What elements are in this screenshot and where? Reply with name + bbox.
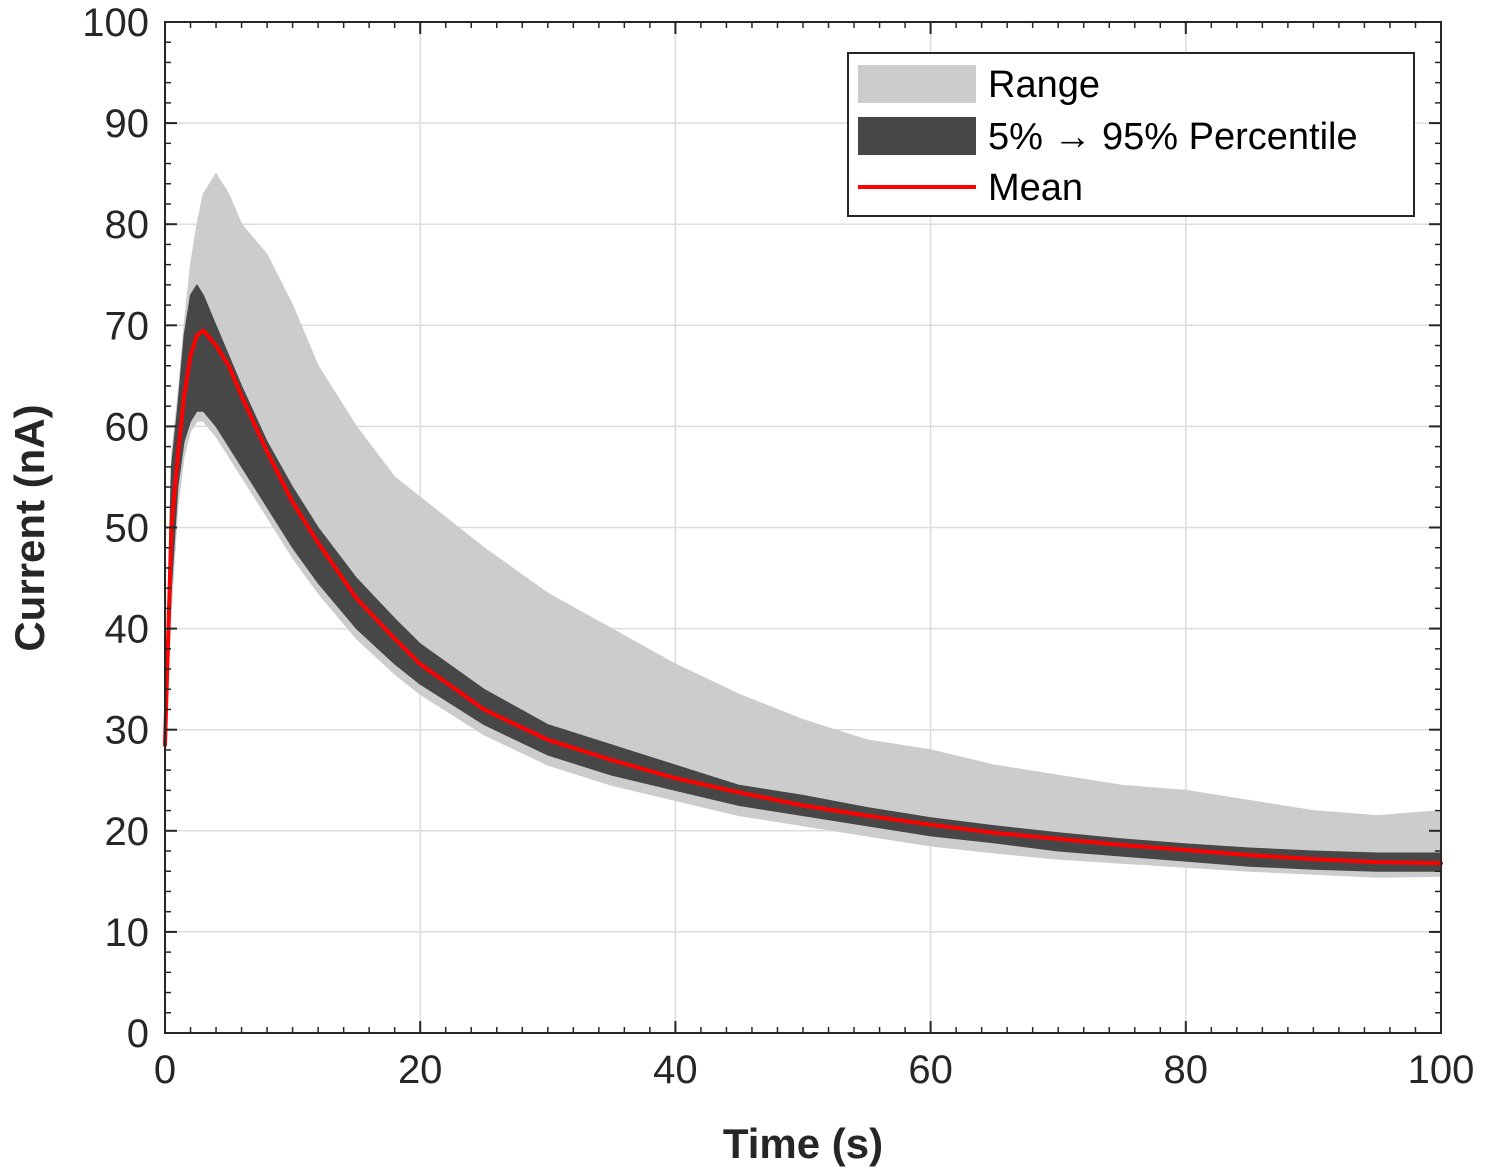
mean-line	[163, 328, 1443, 866]
y-tick-label: 90	[105, 102, 150, 146]
x-tick-label: 100	[1408, 1048, 1475, 1092]
x-tick-label: 80	[1164, 1048, 1209, 1092]
y-axis-title: Current (nA)	[6, 404, 53, 651]
x-axis-title: Time (s)	[723, 1120, 883, 1167]
legend-label-range: Range	[988, 64, 1100, 106]
y-tick-label: 40	[105, 608, 150, 652]
ticks	[164, 21, 1442, 1034]
legend-label-mean: Mean	[988, 167, 1083, 209]
x-tick-label: 0	[154, 1048, 176, 1092]
y-tick-label: 60	[105, 405, 150, 449]
y-tick-label: 80	[105, 203, 150, 247]
legend: Range 5% → 95% Percentile Mean	[847, 52, 1415, 217]
x-tick-label: 40	[653, 1048, 698, 1092]
y-tick-label: 100	[82, 1, 149, 45]
mean-layer	[163, 328, 1443, 866]
y-tick-label: 50	[105, 507, 150, 551]
y-tick-labels: 0 10 20 30 40 50 60 70 80 90 100	[82, 1, 149, 1056]
y-tick-label: 20	[105, 810, 150, 854]
legend-label-percentile: 5% → 95% Percentile	[988, 116, 1358, 158]
legend-swatch-range	[858, 65, 976, 103]
legend-swatch-percentile	[858, 117, 976, 155]
x-tick-label: 60	[908, 1048, 953, 1092]
x-tick-label: 20	[398, 1048, 443, 1092]
y-tick-label: 30	[105, 709, 150, 753]
y-tick-label: 10	[105, 911, 150, 955]
y-tick-label: 70	[105, 304, 150, 348]
x-tick-labels: 0 20 40 60 80 100	[154, 1048, 1475, 1092]
y-tick-label: 0	[127, 1012, 149, 1056]
